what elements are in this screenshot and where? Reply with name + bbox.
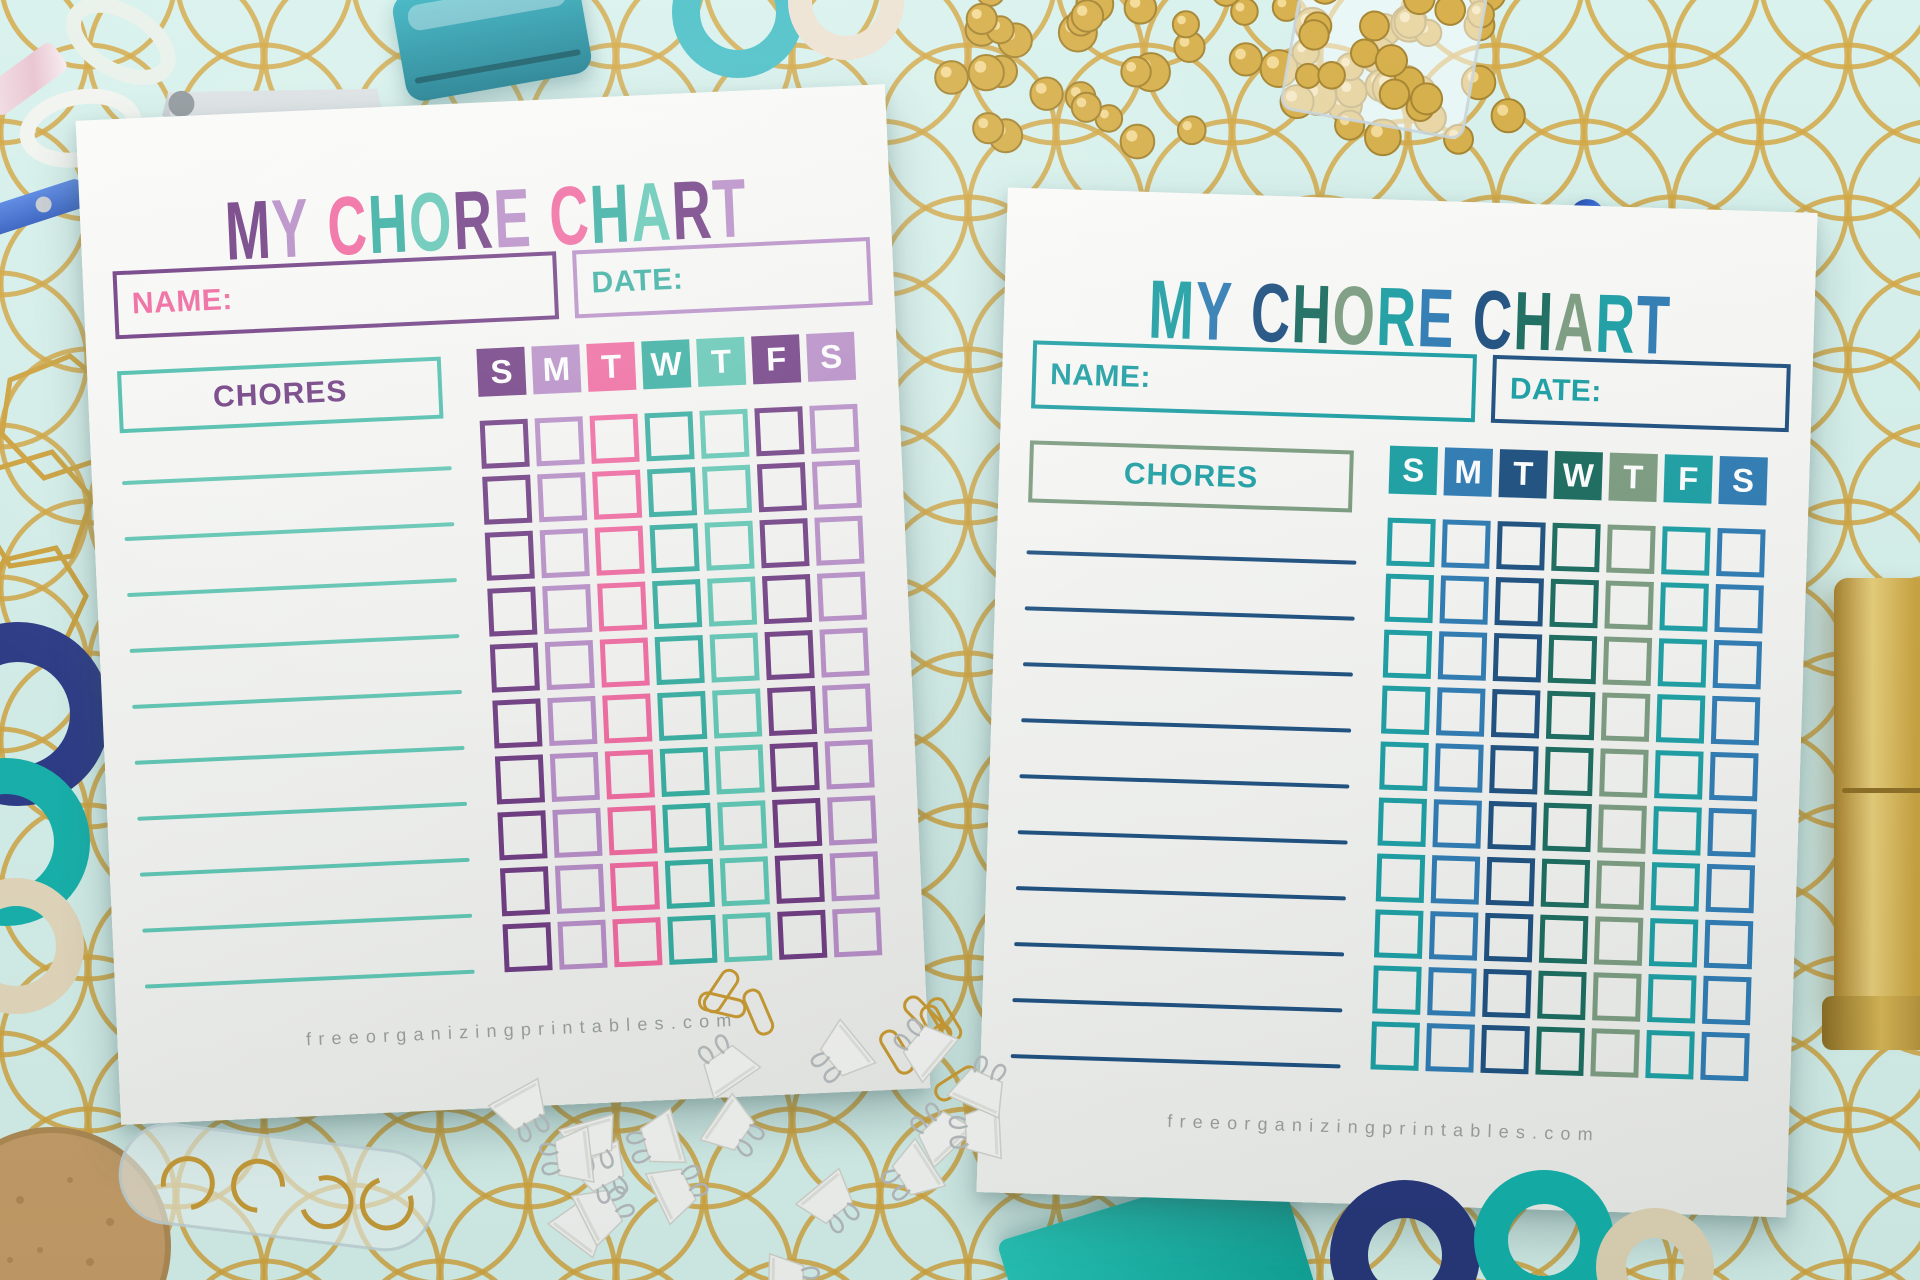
gold-paper-clip bbox=[697, 991, 747, 1019]
white-binder-clip bbox=[570, 1185, 635, 1248]
white-binder-clip bbox=[644, 1164, 709, 1226]
gold-paper-clip bbox=[702, 968, 740, 1014]
washi-tape-rolls-left bbox=[0, 622, 110, 1014]
white-binder-clip bbox=[767, 1252, 820, 1280]
white-binder-clip bbox=[698, 1092, 765, 1157]
white-binder-clip bbox=[626, 1107, 687, 1164]
white-binder-clip bbox=[810, 1018, 877, 1083]
gold-paper-clip bbox=[742, 988, 775, 1036]
gold-stapler bbox=[1834, 578, 1920, 1014]
white-binder-clip bbox=[881, 1137, 947, 1201]
white-binder-clip bbox=[697, 1034, 762, 1101]
gold-stapler-seam bbox=[1842, 788, 1920, 793]
white-binder-clip bbox=[539, 1125, 595, 1183]
white-binder-clip bbox=[946, 1055, 1007, 1119]
washi-tape-rolls-top bbox=[672, 0, 904, 78]
white-binder-clip bbox=[893, 1018, 960, 1084]
acrylic-pin-box bbox=[1280, 0, 1488, 139]
white-binder-clip bbox=[794, 1167, 860, 1234]
white-binder-clip bbox=[487, 1077, 550, 1143]
gold-stapler-base bbox=[1822, 996, 1920, 1050]
